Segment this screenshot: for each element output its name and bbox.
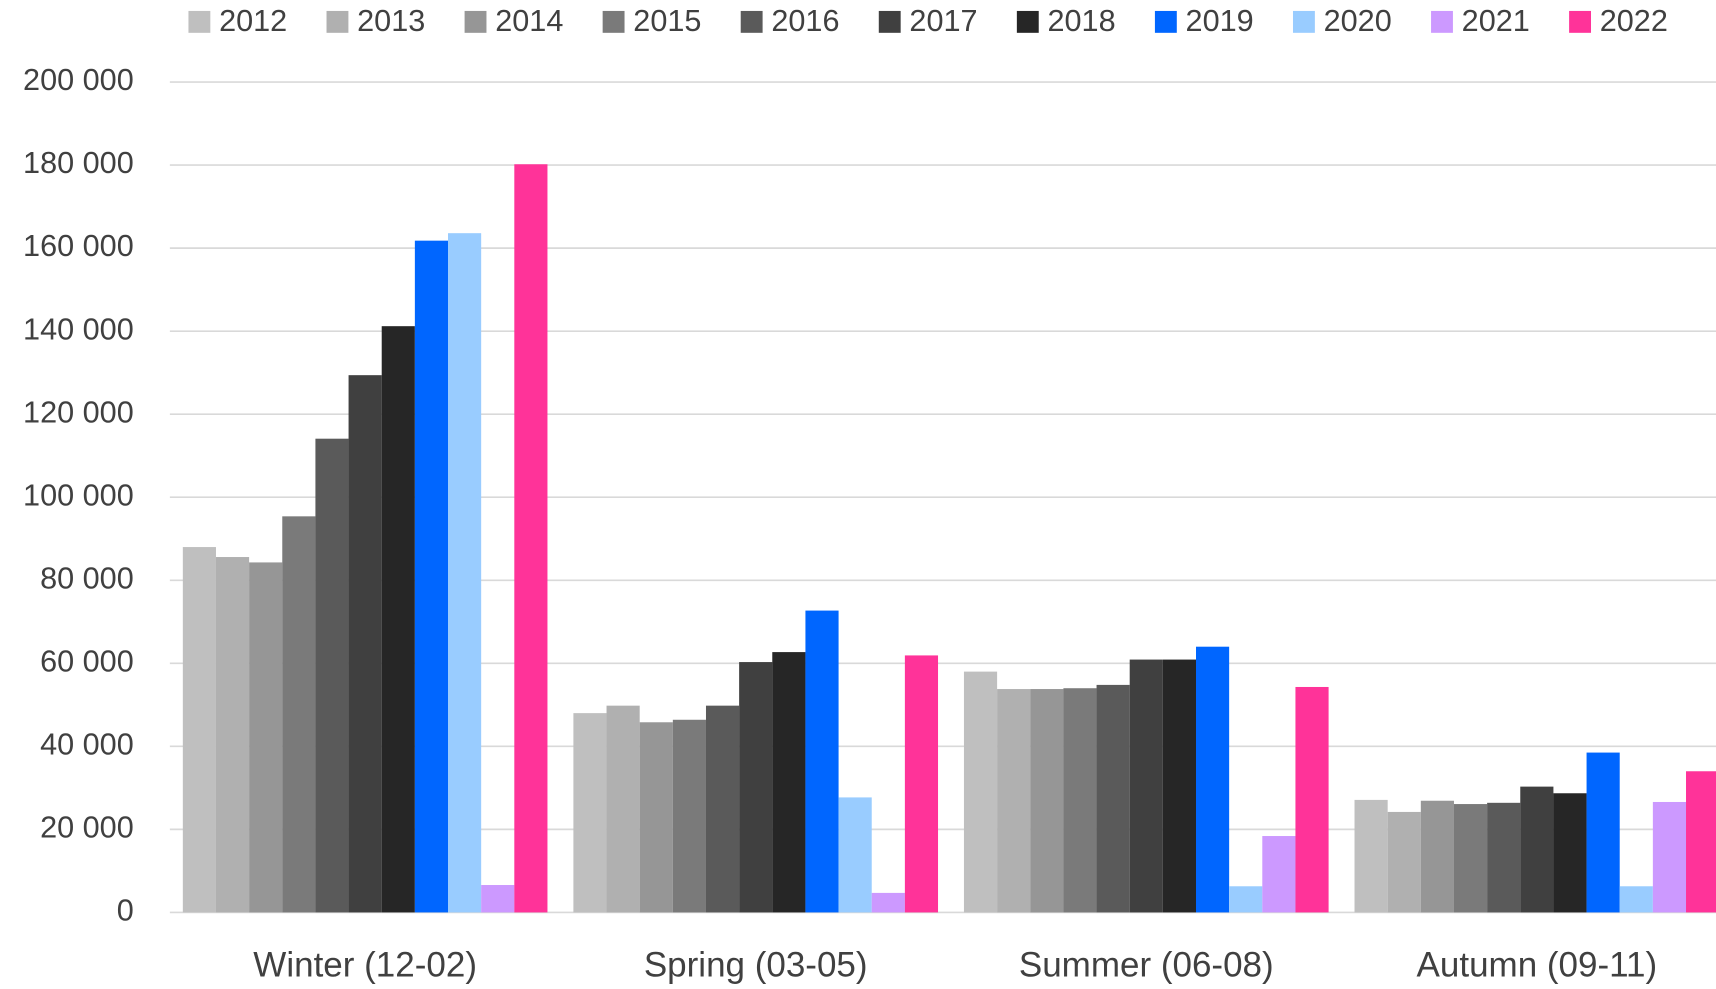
legend-swatch (1016, 10, 1039, 33)
bar (1453, 804, 1488, 913)
bar (705, 705, 740, 913)
bar (1553, 793, 1587, 913)
legend-label: 2019 (1186, 4, 1254, 38)
bar (1520, 786, 1554, 913)
bar (573, 713, 607, 913)
bar (1229, 886, 1263, 913)
bar (963, 671, 998, 913)
y-tick-label: 140 000 (23, 312, 134, 346)
bar (1096, 684, 1130, 913)
y-tick-label: 180 000 (23, 146, 134, 180)
legend-swatch (188, 10, 211, 33)
bar (1262, 836, 1296, 913)
bar (381, 326, 415, 913)
bar (448, 233, 482, 913)
legend-label: 2017 (909, 4, 977, 38)
bar (1195, 646, 1230, 913)
legend-label: 2014 (495, 4, 563, 38)
legend-label: 2015 (633, 4, 701, 38)
bar (1387, 811, 1421, 913)
bar (838, 797, 872, 913)
bar (739, 662, 773, 913)
legend-swatch (1431, 10, 1453, 33)
y-tick-label: 120 000 (23, 395, 134, 429)
legend-swatch (602, 10, 625, 33)
bar (1652, 801, 1687, 913)
bar (1295, 686, 1329, 913)
x-tick-label: Spring (03-05) (644, 945, 868, 984)
y-tick-label: 160 000 (23, 229, 134, 263)
y-tick-label: 200 000 (23, 63, 134, 97)
bar (348, 375, 382, 913)
bar (315, 438, 349, 913)
bar (1129, 659, 1163, 913)
y-tick-label: 40 000 (40, 727, 134, 761)
legend-swatch (740, 10, 763, 33)
legend-label: 2013 (357, 4, 425, 38)
legend-label: 2021 (1462, 4, 1530, 38)
bar (1420, 800, 1454, 913)
bar (639, 722, 673, 913)
legend-label: 2018 (1047, 4, 1115, 38)
y-tick-label: 20 000 (40, 810, 134, 844)
bar (1162, 659, 1196, 913)
bar (215, 557, 250, 913)
bar (772, 652, 806, 913)
bar (514, 164, 548, 913)
legend-label: 2012 (219, 4, 287, 38)
legend-swatch (1154, 10, 1177, 33)
y-tick-label: 0 (117, 894, 134, 928)
legend-swatch (878, 10, 901, 33)
bar (1487, 802, 1521, 913)
legend-swatch (1292, 10, 1315, 33)
bar (871, 892, 905, 913)
y-tick-label: 80 000 (40, 561, 134, 595)
bar (997, 689, 1031, 913)
legend-label: 2022 (1600, 4, 1668, 38)
x-tick-label: Autumn (09-11) (1417, 945, 1658, 984)
bar (249, 562, 283, 913)
bar (672, 719, 706, 913)
bar (1354, 799, 1388, 913)
bar (1586, 752, 1620, 913)
bar (1063, 688, 1097, 913)
bar (414, 240, 449, 913)
bar (606, 705, 640, 913)
bar (282, 516, 316, 913)
bar (805, 610, 839, 913)
legend-swatch (326, 10, 349, 33)
legend-label: 2016 (771, 4, 839, 38)
bar (904, 655, 939, 913)
bar (481, 885, 515, 913)
bar (1619, 886, 1653, 913)
y-tick-label: 60 000 (40, 644, 134, 678)
y-tick-label: 100 000 (23, 478, 134, 512)
legend-swatch (464, 10, 487, 33)
x-tick-label: Winter (12-02) (253, 945, 477, 984)
bar (1686, 771, 1716, 913)
x-tick-label: Summer (06-08) (1019, 945, 1274, 984)
legend-swatch (1569, 10, 1591, 33)
legend-label: 2020 (1324, 4, 1392, 38)
bar (1030, 689, 1064, 913)
bar (182, 547, 216, 913)
